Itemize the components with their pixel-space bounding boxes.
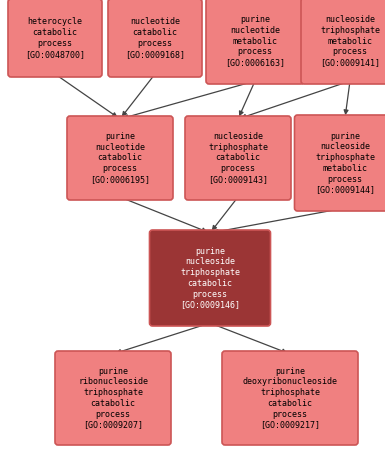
Text: purine
ribonucleoside
triphosphate
catabolic
process
[GO:0009207]: purine ribonucleoside triphosphate catab… — [78, 366, 148, 429]
Text: purine
nucleoside
triphosphate
metabolic
process
[GO:0009144]: purine nucleoside triphosphate metabolic… — [315, 132, 375, 194]
FancyBboxPatch shape — [185, 116, 291, 200]
FancyBboxPatch shape — [67, 116, 173, 200]
Text: purine
nucleotide
metabolic
process
[GO:0006163]: purine nucleotide metabolic process [GO:… — [225, 15, 285, 67]
Text: nucleotide
catabolic
process
[GO:0009168]: nucleotide catabolic process [GO:0009168… — [125, 17, 185, 58]
FancyBboxPatch shape — [108, 0, 202, 77]
Text: purine
nucleoside
triphosphate
catabolic
process
[GO:0009146]: purine nucleoside triphosphate catabolic… — [180, 246, 240, 309]
FancyBboxPatch shape — [55, 351, 171, 445]
FancyBboxPatch shape — [301, 0, 385, 84]
FancyBboxPatch shape — [8, 0, 102, 77]
FancyBboxPatch shape — [206, 0, 304, 84]
Text: nucleoside
triphosphate
catabolic
process
[GO:0009143]: nucleoside triphosphate catabolic proces… — [208, 132, 268, 184]
Text: heterocycle
catabolic
process
[GO:0048700]: heterocycle catabolic process [GO:004870… — [25, 17, 85, 58]
Text: nucleoside
triphosphate
metabolic
process
[GO:0009141]: nucleoside triphosphate metabolic proces… — [320, 15, 380, 67]
Text: purine
nucleotide
catabolic
process
[GO:0006195]: purine nucleotide catabolic process [GO:… — [90, 132, 150, 184]
FancyBboxPatch shape — [222, 351, 358, 445]
FancyBboxPatch shape — [295, 115, 385, 211]
Text: purine
deoxyribonucleoside
triphosphate
catabolic
process
[GO:0009217]: purine deoxyribonucleoside triphosphate … — [243, 366, 338, 429]
FancyBboxPatch shape — [149, 230, 271, 326]
